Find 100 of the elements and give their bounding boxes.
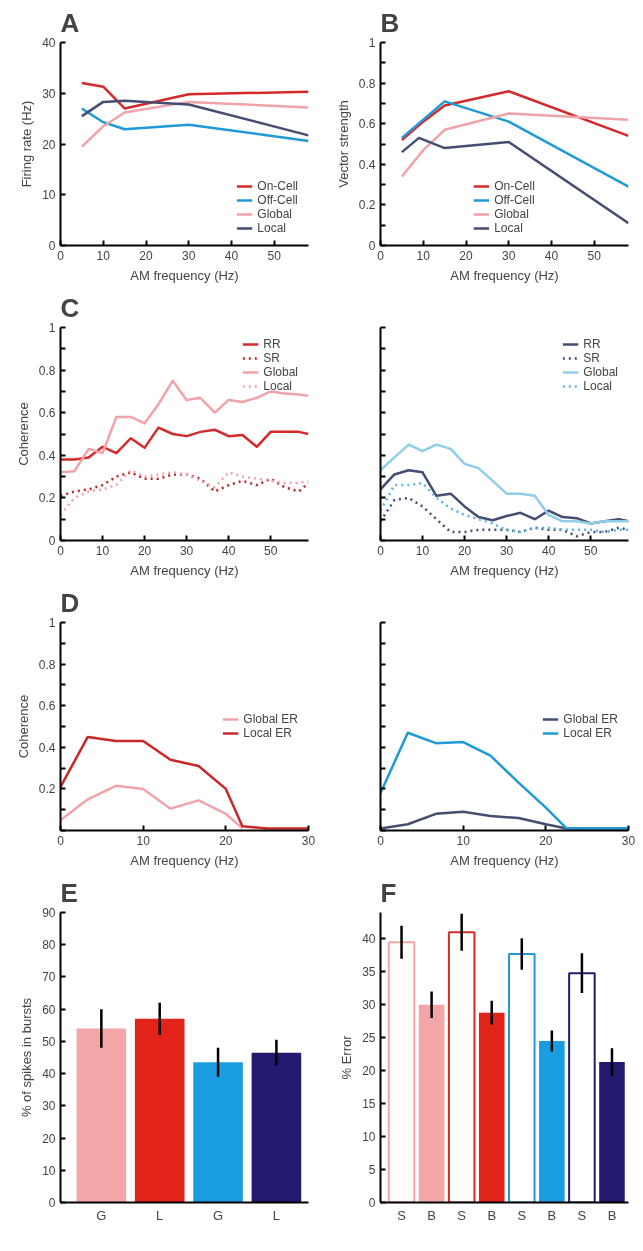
y-tick-label: 0.4 <box>38 740 56 755</box>
y-tick-label: 15 <box>362 1097 376 1112</box>
y-tick-label: 10 <box>42 1163 56 1178</box>
y-tick-label: 35 <box>362 965 376 980</box>
x-tick-label: 30 <box>179 543 194 558</box>
legend-label: Global ER <box>243 712 298 726</box>
x-tick-label: 20 <box>139 248 154 263</box>
chart-title: A <box>60 7 80 38</box>
y-tick-label: 0.6 <box>38 699 56 714</box>
y-tick-label: 0.8 <box>38 657 56 672</box>
y-tick-label: 0.4 <box>358 157 376 172</box>
x-axis-title: AM frequency (Hz) <box>130 852 239 868</box>
x-tick-label: 50 <box>584 543 598 558</box>
y-tick-label: 50 <box>42 1034 56 1049</box>
legend-label: Local <box>257 221 286 235</box>
legend-label: Global <box>263 365 298 379</box>
x-tick-label: B <box>427 1207 436 1223</box>
x-tick-label: 10 <box>456 833 471 848</box>
y-tick-label: 20 <box>362 1064 376 1079</box>
legend-label: Off-Cell <box>494 193 535 207</box>
y-axis-title: % of spikes in bursts <box>19 997 35 1118</box>
y-tick-label: 30 <box>42 1099 56 1114</box>
x-tick-label: 30 <box>499 543 514 558</box>
y-tick-label: 0.6 <box>38 406 56 421</box>
x-tick-label: 10 <box>95 543 110 558</box>
x-axis-title: AM frequency (Hz) <box>130 267 239 283</box>
y-tick-label: 0.2 <box>358 198 376 213</box>
legend-label: RR <box>263 337 282 351</box>
x-axis-title: AM frequency (Hz) <box>450 852 559 868</box>
y-axis-title: Vector strength <box>335 100 351 188</box>
x-tick-label: 10 <box>96 248 111 263</box>
y-tick-label: 60 <box>42 1002 56 1017</box>
y-tick-label: 0 <box>368 1196 376 1210</box>
y-tick-label: 0.8 <box>358 76 376 91</box>
legend-label: SR <box>263 351 281 365</box>
y-tick-label: 80 <box>42 938 56 953</box>
x-tick-label: S <box>517 1207 527 1223</box>
y-tick-label: 20 <box>42 137 56 152</box>
legend-label: Global <box>494 207 529 221</box>
y-axis-title: Coherence <box>15 402 31 466</box>
y-tick-label: 0.2 <box>38 491 56 506</box>
x-tick-label: 20 <box>459 248 474 263</box>
chart-title: F <box>380 877 397 908</box>
x-tick-label: 40 <box>544 248 559 263</box>
x-tick-label: B <box>607 1207 617 1223</box>
y-tick-label: 0.4 <box>38 448 56 463</box>
x-tick-label: 30 <box>182 248 196 263</box>
x-tick-label: 50 <box>267 248 282 263</box>
legend-label: Global <box>583 365 618 379</box>
legend-label: Global <box>257 207 292 221</box>
y-tick-label: 10 <box>42 188 56 203</box>
chart-title: B <box>380 7 400 38</box>
x-tick-label: 40 <box>541 543 556 558</box>
y-tick-label: 10 <box>362 1130 376 1145</box>
y-axis-title: % Error <box>339 1034 355 1080</box>
x-tick-label: 50 <box>264 543 278 558</box>
y-tick-label: 1 <box>48 616 56 630</box>
legend-label: On-Cell <box>494 179 535 193</box>
x-tick-label: L <box>156 1207 164 1223</box>
y-axis-title: Coherence <box>15 694 31 759</box>
x-tick-label: S <box>457 1207 467 1223</box>
legend-label: Local <box>494 221 523 235</box>
x-tick-label: 40 <box>221 543 236 558</box>
y-tick-label: 0.8 <box>38 363 56 378</box>
chart-title: E <box>60 877 78 908</box>
chart-title: D <box>60 587 80 618</box>
x-tick-label: 30 <box>502 248 516 263</box>
legend-label: SR <box>583 351 601 365</box>
x-tick-label: 20 <box>137 543 152 558</box>
x-tick-label: B <box>487 1207 497 1223</box>
x-axis-title: AM frequency (Hz) <box>450 267 559 283</box>
legend-label: Off-Cell <box>257 193 298 207</box>
y-tick-label: 0 <box>48 1196 56 1210</box>
x-axis-title: AM frequency (Hz) <box>450 562 559 578</box>
x-tick-label: S <box>577 1207 587 1223</box>
legend-label: Local <box>263 379 292 393</box>
y-tick-label: 40 <box>42 36 56 50</box>
x-tick-label: 20 <box>457 543 472 558</box>
y-tick-label: 40 <box>42 1067 56 1082</box>
y-tick-label: 0 <box>48 534 56 548</box>
legend-label: Local ER <box>563 726 612 740</box>
y-tick-label: 70 <box>42 970 56 985</box>
y-tick-label: 30 <box>362 998 376 1013</box>
x-tick-label: 40 <box>224 248 239 263</box>
y-tick-label: 20 <box>42 1131 56 1146</box>
x-axis-title: AM frequency (Hz) <box>130 562 239 578</box>
x-tick-label: 10 <box>416 248 431 263</box>
x-tick-label: G <box>96 1207 107 1223</box>
y-tick-label: 0 <box>368 239 376 253</box>
y-tick-label: 1 <box>48 321 56 335</box>
y-tick-label: 30 <box>42 86 56 101</box>
x-tick-label: S <box>397 1207 407 1223</box>
x-tick-label: G <box>213 1207 224 1223</box>
x-tick-label: 30 <box>301 833 316 848</box>
x-tick-label: B <box>547 1207 557 1223</box>
x-tick-label: 20 <box>539 833 553 848</box>
x-tick-label: 10 <box>415 543 430 558</box>
x-tick-label: L <box>272 1207 281 1223</box>
legend-label: Global ER <box>563 712 618 726</box>
legend-label: Local <box>583 379 612 393</box>
